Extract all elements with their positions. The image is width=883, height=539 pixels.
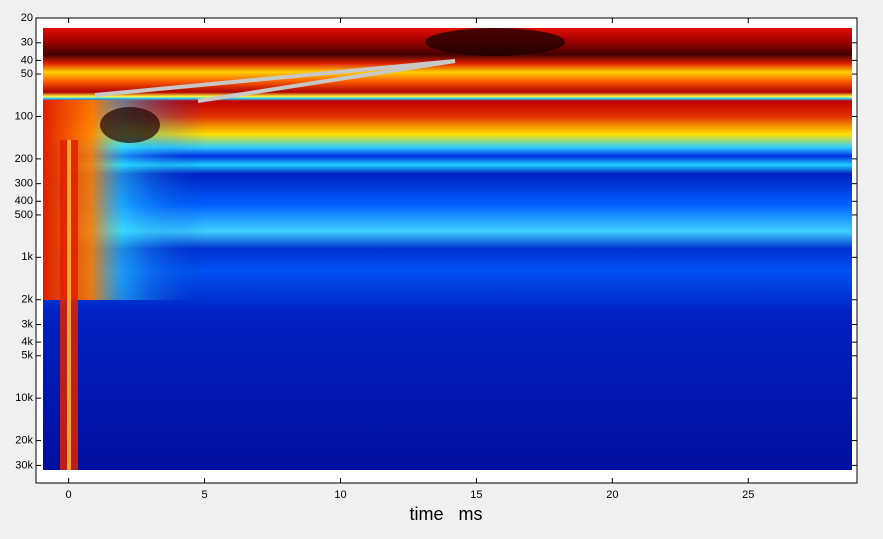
- y-tick-label: 50: [21, 68, 33, 80]
- x-tick-label: 20: [606, 489, 618, 501]
- y-tick-label: 2k: [21, 294, 33, 306]
- artifact-line: [197, 59, 456, 103]
- y-tick-label: 3k: [21, 318, 33, 330]
- x-tick-label: 10: [334, 489, 346, 501]
- y-tick-label: 40: [21, 54, 33, 66]
- heatmap-dark-patch: [100, 107, 160, 143]
- y-tick-label: 20k: [15, 435, 33, 447]
- y-tick-label: 30: [21, 37, 33, 49]
- x-tick-label: 25: [742, 489, 754, 501]
- heatmap-dark-patch: [425, 28, 565, 56]
- x-tick-label: 0: [66, 489, 72, 501]
- y-tick-label: 4k: [21, 336, 33, 348]
- y-tick-label: 30k: [15, 459, 33, 471]
- x-axis-label: time ms: [409, 504, 482, 524]
- y-tick-label: 300: [15, 178, 33, 190]
- artifact-line: [94, 59, 456, 97]
- heatmap-overlay: [43, 100, 852, 300]
- y-tick-label: 20: [21, 12, 33, 24]
- heatmap-image: [43, 28, 852, 470]
- x-tick-label: 15: [470, 489, 482, 501]
- y-tick-label: 200: [15, 153, 33, 165]
- y-tick-label: 400: [15, 195, 33, 207]
- y-tick-label: 1k: [21, 251, 33, 263]
- y-tick-label: 500: [15, 209, 33, 221]
- y-tick-label: 5k: [21, 350, 33, 362]
- heatmap-impulse-core: [67, 140, 71, 470]
- y-tick-label: 10k: [15, 392, 33, 404]
- y-tick-label: 100: [15, 110, 33, 122]
- x-tick-label: 5: [201, 489, 207, 501]
